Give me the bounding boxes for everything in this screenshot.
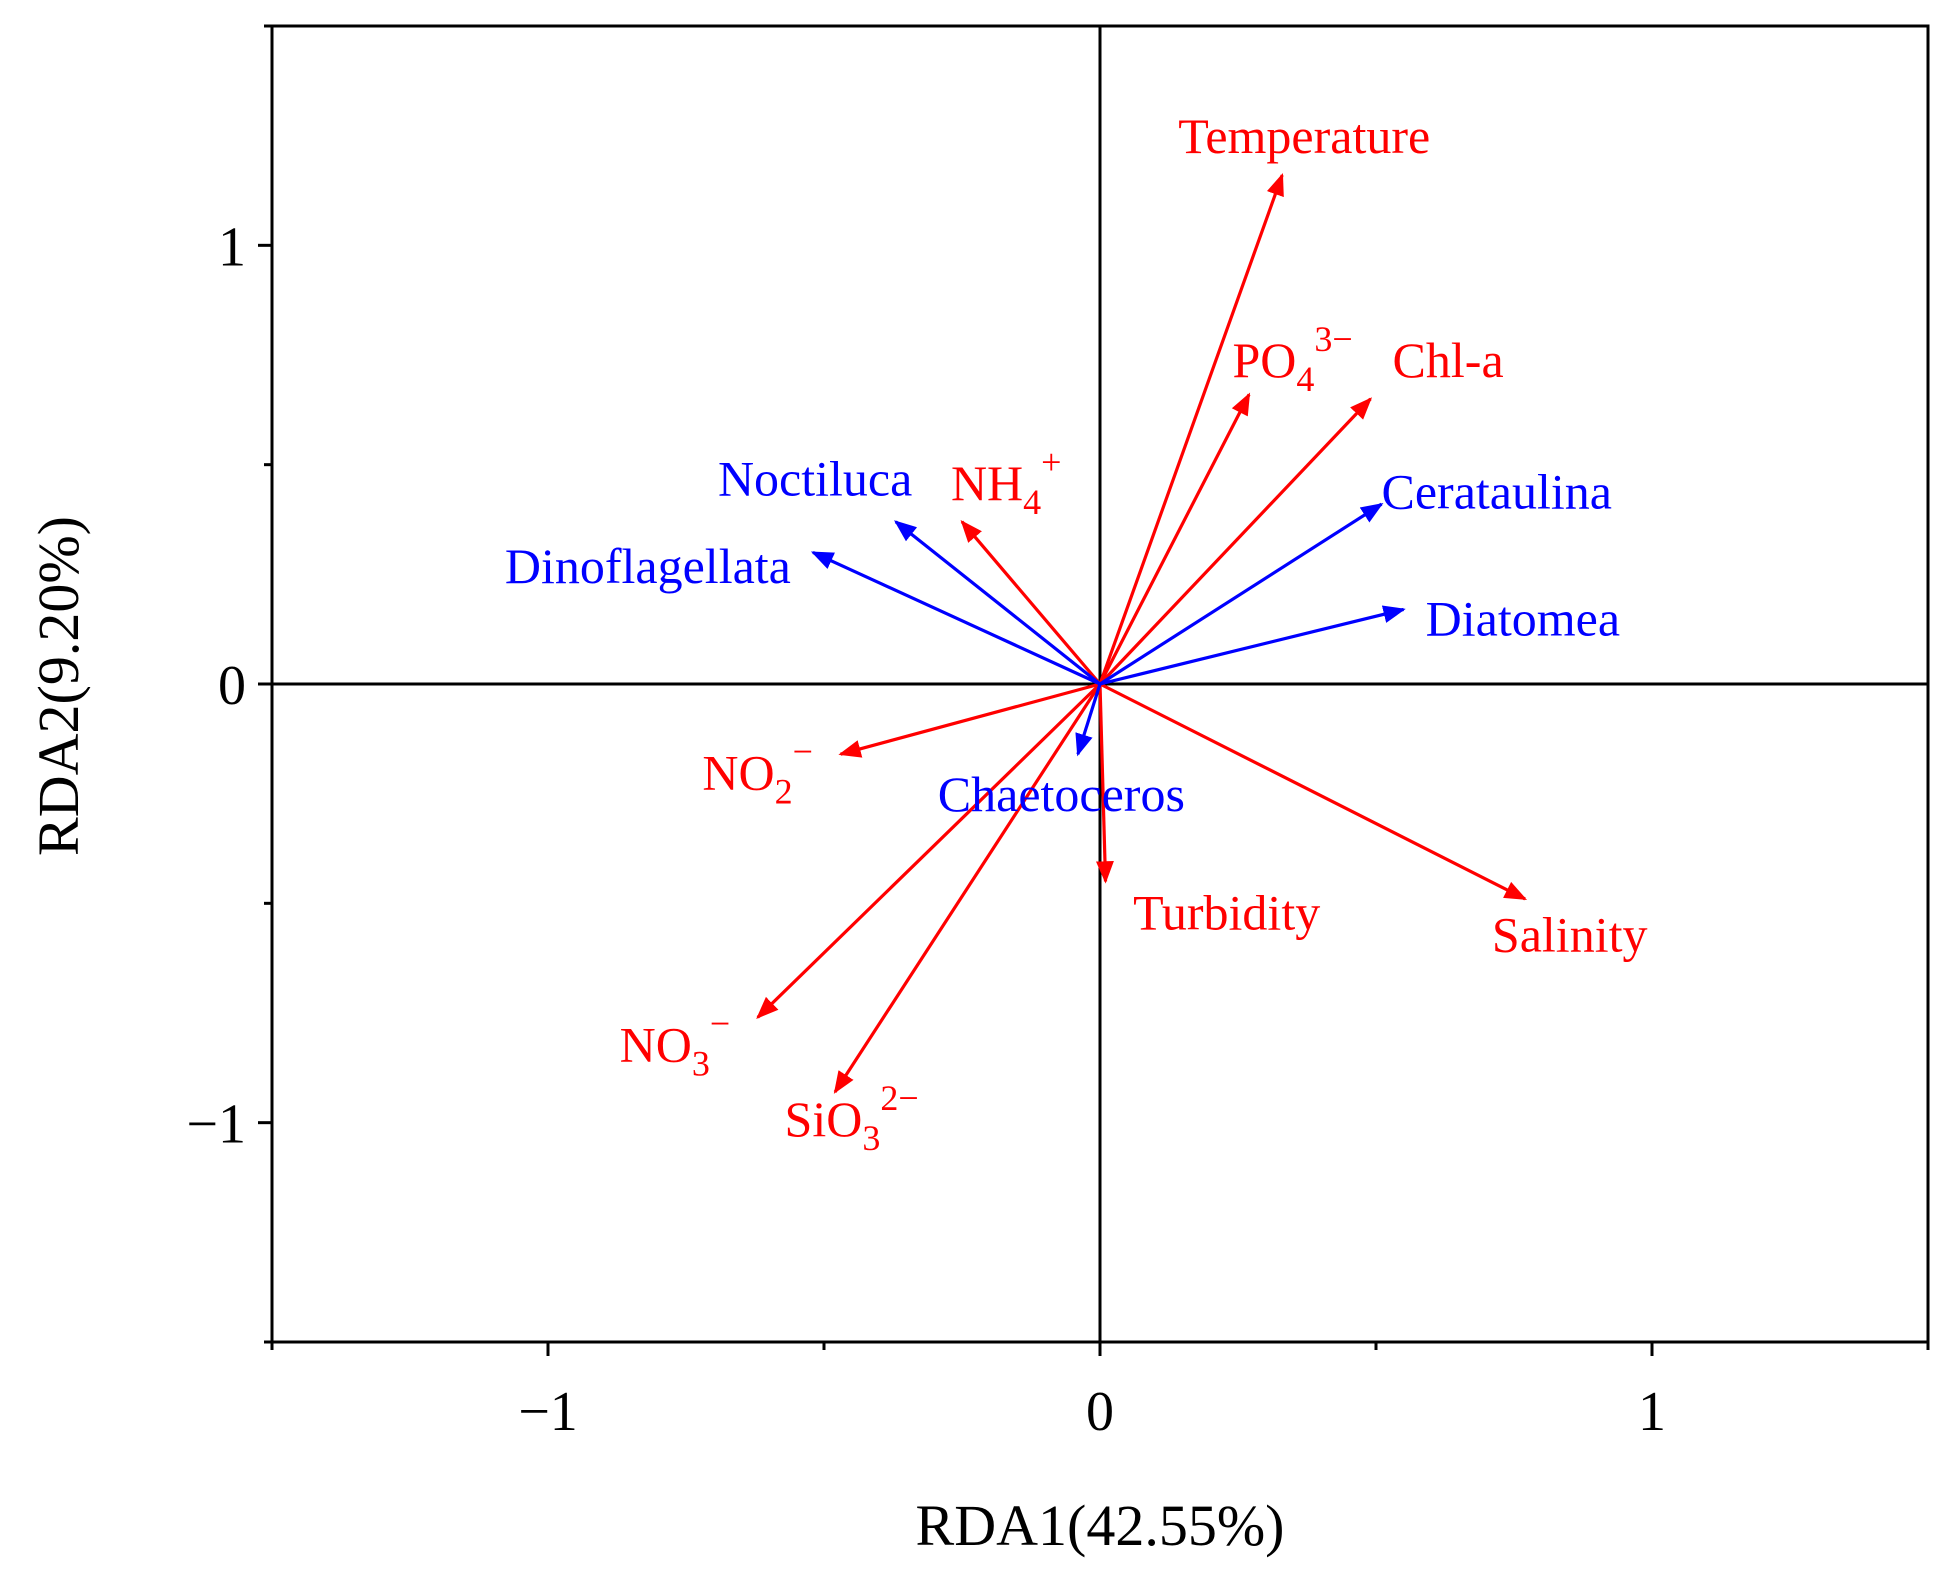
- vector-arrow-no3: [756, 682, 1102, 1019]
- vector-arrow-chaetoceros: [1075, 683, 1102, 757]
- y-tick-label: −1: [186, 1094, 246, 1156]
- vectors: [756, 173, 1528, 1094]
- x-tick-label: 1: [1638, 1381, 1666, 1443]
- vector-label-no3: NO3−: [620, 1003, 731, 1083]
- x-tick-label: 0: [1086, 1381, 1114, 1443]
- y-tick-label: 1: [218, 216, 246, 278]
- vector-label-sio3-2: SiO32−: [785, 1078, 919, 1158]
- x-tick-label: −1: [518, 1381, 578, 1443]
- vector-label-po4-3: PO43−: [1232, 319, 1352, 399]
- vector-arrow-po4-3: [1098, 392, 1251, 685]
- vector-arrow-noctiluca: [894, 520, 1101, 686]
- vector-labels: Temperature PO43− Chl-a NH4+ NO2− NO3− SiO32− T…: [505, 108, 1648, 1158]
- vector-label-chl-a: Chl-a: [1393, 332, 1504, 388]
- vector-label-temperature: Temperature: [1178, 108, 1430, 164]
- vector-label-chaetoceros: Chaetoceros: [938, 766, 1185, 822]
- vector-arrow-no2: [838, 682, 1101, 758]
- vector-arrow-diatomea: [1099, 605, 1406, 686]
- vector-arrow-nh4: [960, 519, 1102, 686]
- vector-label-diatomea: Diatomea: [1426, 591, 1620, 647]
- vector-arrow-temperature: [1098, 173, 1284, 685]
- y-axis-title: RDA2(9.20%): [26, 516, 91, 856]
- x-axis-title: RDA1(42.55%): [916, 1493, 1285, 1558]
- vector-label-noctiluca: Noctiluca: [718, 450, 912, 506]
- vector-label-no2: NO2−: [702, 731, 813, 811]
- vector-arrow-sio3-2: [833, 683, 1102, 1094]
- axis-ticks: −1 0 1 1 0 −1: [186, 24, 1930, 1443]
- vector-label-dinoflagellata: Dinoflagellata: [505, 538, 791, 594]
- vector-arrow-chl-a: [1098, 397, 1373, 686]
- vector-arrow-cerataulina: [1099, 502, 1384, 686]
- vector-arrow-salinity: [1099, 682, 1528, 901]
- vector-arrow-turbidity: [1095, 683, 1114, 884]
- vector-label-turbidity: Turbidity: [1133, 885, 1320, 941]
- vector-label-salinity: Salinity: [1492, 907, 1648, 963]
- vector-label-nh4: NH4+: [951, 442, 1062, 522]
- y-tick-label: 0: [218, 655, 246, 717]
- vector-arrow-dinoflagellata: [810, 550, 1101, 686]
- vector-label-cerataulina: Cerataulina: [1382, 464, 1612, 520]
